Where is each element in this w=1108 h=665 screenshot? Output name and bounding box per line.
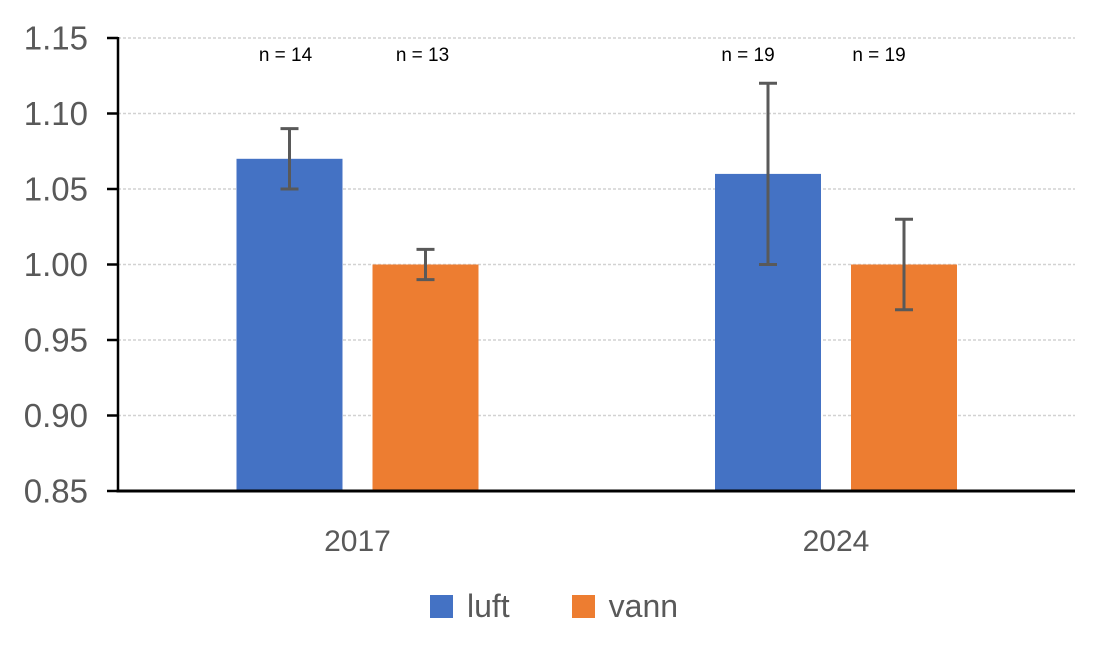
x-category-label-2017: 2017 bbox=[324, 525, 391, 558]
legend-label-vann: vann bbox=[608, 588, 679, 624]
y-tick-label: 1.15 bbox=[24, 20, 88, 57]
y-tick-label: 1.05 bbox=[24, 171, 88, 208]
legend-swatch-luft bbox=[429, 594, 453, 618]
y-tick-label: 1.10 bbox=[24, 95, 88, 132]
bar-vann-2017 bbox=[372, 264, 479, 491]
x-category-label-2024: 2024 bbox=[803, 525, 870, 558]
chart-legend: luft vann bbox=[0, 590, 1108, 622]
bar-chart: 1.15 1.10 1.05 1.00 0.95 0.90 0.85 2017 2024 n = … bbox=[24, 20, 1075, 558]
legend-item-vann: vann bbox=[571, 588, 679, 624]
y-tick-label: 0.90 bbox=[24, 397, 88, 434]
legend-label-luft: luft bbox=[466, 588, 510, 624]
n-label-vann-2017: n = 13 bbox=[396, 45, 449, 66]
legend-swatch-vann bbox=[571, 594, 595, 618]
y-tick-label: 0.95 bbox=[24, 322, 88, 359]
n-label-luft-2017: n = 14 bbox=[259, 45, 313, 66]
n-label-luft-2024: n = 19 bbox=[721, 45, 774, 66]
y-tick-label: 1.00 bbox=[24, 246, 88, 283]
y-tick-label: 0.85 bbox=[24, 473, 88, 510]
legend-item-luft: luft bbox=[429, 588, 510, 624]
bar-luft-2017 bbox=[236, 158, 343, 492]
n-label-vann-2024: n = 19 bbox=[852, 45, 905, 66]
